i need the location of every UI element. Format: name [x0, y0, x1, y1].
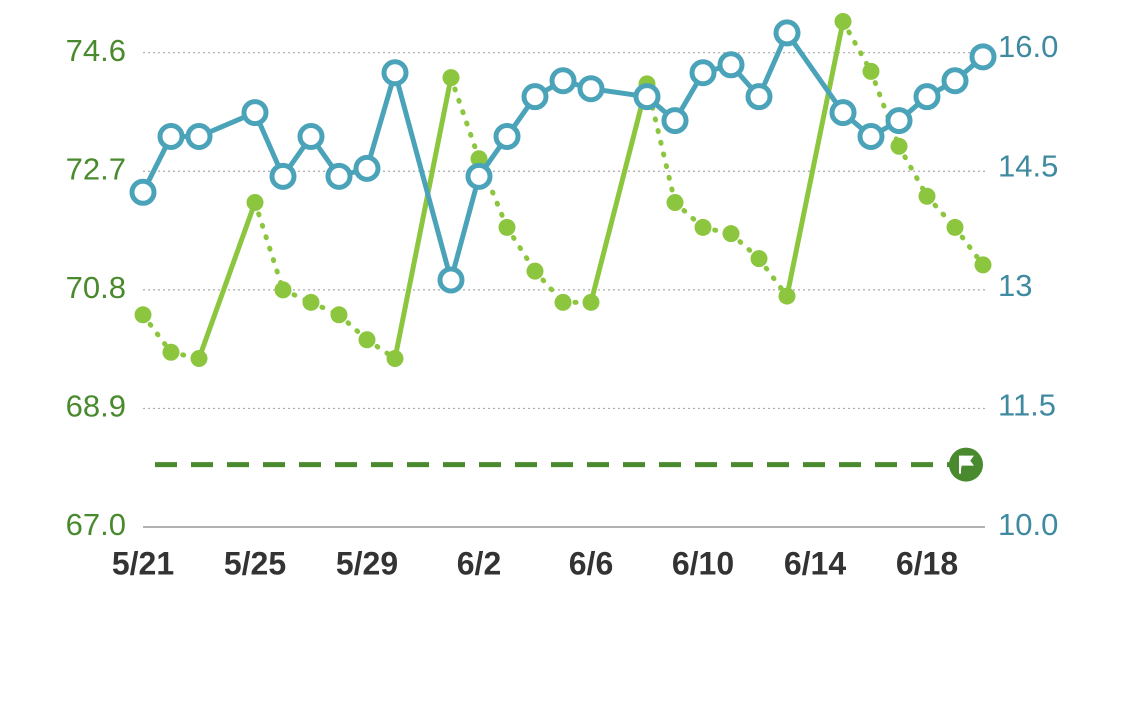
- point: [162, 343, 180, 361]
- point: [974, 256, 992, 274]
- point: [918, 187, 936, 205]
- point: [274, 281, 292, 299]
- x-tick-label: 6/18: [896, 545, 958, 581]
- point: [913, 83, 941, 111]
- point: [134, 306, 152, 324]
- point: [834, 12, 852, 30]
- point: [661, 107, 689, 135]
- line-segment: [196, 199, 258, 361]
- point: [358, 331, 376, 349]
- point: [694, 218, 712, 236]
- y-tick-label: 68.9: [66, 389, 126, 424]
- point: [773, 19, 801, 47]
- point: [829, 99, 857, 127]
- point: [325, 162, 353, 190]
- line-segment: [644, 81, 678, 205]
- line-segment: [868, 68, 902, 149]
- point: [745, 83, 773, 111]
- point: [778, 287, 796, 305]
- point: [297, 123, 325, 151]
- point: [269, 162, 297, 190]
- point: [157, 123, 185, 151]
- point: [689, 59, 717, 87]
- point: [381, 59, 409, 87]
- point: [498, 218, 516, 236]
- point: [969, 43, 997, 71]
- point: [185, 123, 213, 151]
- point: [862, 62, 880, 80]
- line-segment: [588, 81, 650, 305]
- point: [129, 178, 157, 206]
- point: [549, 67, 577, 95]
- line-segment: [784, 30, 846, 116]
- y2-tick-label: 16.0: [998, 29, 1058, 64]
- point: [386, 349, 404, 367]
- y2-tick-label: 13: [998, 268, 1032, 303]
- point: [666, 193, 684, 211]
- y2-tick-label: 11.5: [998, 388, 1056, 423]
- line-segment: [840, 18, 874, 74]
- x-tick-label: 5/29: [336, 545, 398, 581]
- x-tick-label: 5/21: [112, 545, 174, 581]
- point: [750, 250, 768, 268]
- point: [465, 162, 493, 190]
- point: [554, 293, 572, 311]
- point: [582, 293, 600, 311]
- point: [442, 69, 460, 87]
- point: [633, 83, 661, 111]
- point: [722, 225, 740, 243]
- point: [857, 123, 885, 151]
- y-tick-label: 74.6: [66, 33, 126, 68]
- line-segment: [392, 75, 454, 361]
- goal-flag-icon: [959, 455, 974, 474]
- point: [526, 262, 544, 280]
- x-tick-label: 6/14: [784, 545, 846, 581]
- x-tick-label: 6/2: [457, 545, 501, 581]
- point: [941, 67, 969, 95]
- line-segment: [252, 199, 286, 293]
- point: [577, 75, 605, 103]
- x-tick-label: 6/6: [569, 545, 613, 581]
- y-tick-label: 67.0: [66, 507, 126, 542]
- point: [717, 51, 745, 79]
- y2-tick-label: 14.5: [998, 149, 1058, 184]
- point: [302, 293, 320, 311]
- point: [470, 150, 488, 168]
- y-tick-label: 72.7: [66, 151, 126, 186]
- point: [190, 349, 208, 367]
- y2-tick-label: 10.0: [998, 507, 1058, 542]
- y-tick-label: 70.8: [66, 270, 126, 305]
- point: [241, 99, 269, 127]
- point: [353, 154, 381, 182]
- point: [246, 193, 264, 211]
- point: [890, 137, 908, 155]
- line-segment: [392, 70, 454, 283]
- point: [885, 107, 913, 135]
- point: [493, 123, 521, 151]
- x-tick-label: 6/10: [672, 545, 734, 581]
- point: [437, 266, 465, 294]
- line-segment: [784, 18, 846, 299]
- point: [521, 83, 549, 111]
- line-segment: [364, 70, 398, 171]
- line-segment: [448, 173, 482, 283]
- line-segment: [896, 143, 930, 199]
- x-tick-label: 5/25: [224, 545, 286, 581]
- point: [946, 218, 964, 236]
- line-segment: [504, 224, 538, 274]
- point: [330, 306, 348, 324]
- line-segment: [448, 75, 482, 162]
